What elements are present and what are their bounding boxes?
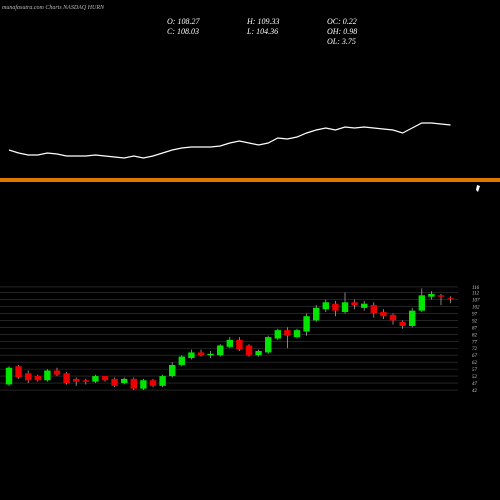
candle-body: [409, 310, 416, 326]
candle-body: [159, 376, 166, 386]
candle-body: [140, 380, 147, 389]
y-tick-label: 57: [472, 368, 478, 373]
candle-body: [437, 295, 445, 297]
candle-body: [293, 330, 301, 338]
y-tick-label: 67: [472, 354, 478, 359]
info-oh: OH: 0.98: [327, 27, 357, 36]
y-tick-label: 52: [472, 375, 478, 380]
candle-body: [245, 345, 253, 356]
candle-body: [34, 376, 41, 381]
y-tick-label: 42: [472, 389, 478, 394]
candle-body: [351, 302, 358, 306]
info-oc: OC: 0.22: [327, 17, 357, 26]
chart-title: munafasutra.com Charts NASDAQ HURN: [2, 4, 105, 11]
y-tick-label: 92: [472, 319, 478, 324]
y-tick-label: 97: [472, 312, 478, 317]
y-tick-label: 112: [472, 292, 480, 297]
y-tick-label: 62: [472, 361, 478, 366]
candle-body: [197, 352, 205, 356]
separator: [0, 178, 500, 182]
candle-body: [303, 316, 310, 332]
candle-body: [428, 293, 435, 297]
candle-body: [399, 321, 406, 326]
y-tick-label: 116: [472, 286, 480, 291]
info-high: H: 109.33: [246, 17, 279, 26]
candle-body: [447, 297, 454, 299]
candle-body: [101, 376, 109, 381]
candle-body: [380, 312, 387, 317]
y-tick-label: 72: [472, 347, 478, 352]
marker: [476, 185, 480, 192]
candle-body: [370, 305, 377, 314]
info-close: C: 108.03: [167, 27, 199, 36]
y-tick-label: 77: [472, 340, 478, 345]
candle-body: [341, 302, 349, 313]
candle-body: [236, 339, 243, 350]
y-tick-label: 107: [472, 299, 480, 304]
candle-body: [5, 367, 13, 385]
y-tick-label: 87: [472, 326, 478, 331]
candle-body: [361, 303, 368, 308]
candle-body: [53, 370, 61, 375]
candle-body: [149, 380, 157, 386]
candle-body: [44, 370, 51, 381]
candle-body: [389, 314, 397, 321]
candle-body: [82, 380, 89, 382]
y-tick-label: 47: [472, 382, 478, 387]
candle-body: [332, 303, 339, 311]
candle-body: [265, 337, 272, 353]
info-low: L: 104.36: [246, 27, 278, 36]
candle-body: [322, 302, 329, 310]
info-ol: OL: 3.75: [327, 37, 356, 46]
candle-body: [207, 353, 214, 356]
candle-body: [217, 345, 224, 356]
candle-body: [178, 356, 185, 365]
candle-body: [111, 378, 118, 386]
candle-body: [25, 373, 32, 381]
indicator-line: [8, 122, 451, 159]
candle-body: [226, 339, 233, 347]
candle-body: [130, 378, 137, 389]
candle-body: [63, 373, 70, 384]
y-tick-label: 102: [472, 305, 480, 310]
info-open: O: 108.27: [167, 17, 200, 26]
candle-body: [73, 378, 80, 382]
candle-body: [418, 295, 425, 311]
candle-body: [313, 307, 320, 321]
candle-body: [15, 366, 22, 378]
candle-body: [274, 330, 281, 339]
y-tick-label: 82: [472, 333, 478, 338]
candle-body: [169, 364, 176, 377]
candle-body: [92, 376, 99, 382]
candle-body: [188, 352, 195, 358]
candle-body: [121, 378, 128, 384]
candle-body: [284, 330, 291, 336]
candle-body: [255, 351, 262, 356]
